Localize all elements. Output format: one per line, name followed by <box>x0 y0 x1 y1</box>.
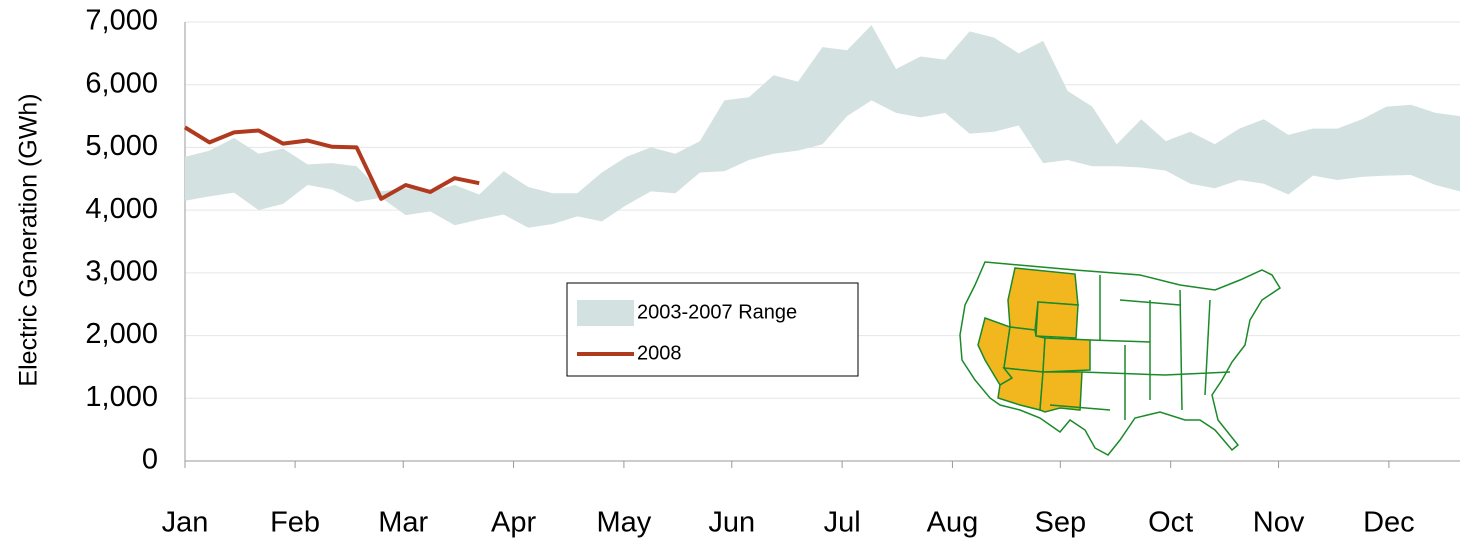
y-tick-label: 6,000 <box>85 67 158 99</box>
y-axis-title: Electric Generation (GWh) <box>15 93 43 386</box>
y-tick-label: 2,000 <box>85 318 158 350</box>
x-tick-label: Nov <box>1253 507 1305 539</box>
x-tick-label: Dec <box>1363 507 1415 539</box>
x-tick-label: Feb <box>270 507 320 539</box>
line <box>183 125 480 201</box>
x-tick-label: Jan <box>162 507 209 539</box>
legend-swatch <box>577 300 634 326</box>
x-tick-label: Mar <box>378 507 428 539</box>
y-tick-label: 0 <box>142 444 158 476</box>
x-tick-label: Aug <box>927 507 979 539</box>
y-tick-label: 7,000 <box>85 5 158 37</box>
x-tick-label: Jun <box>708 507 755 539</box>
y-tick-label: 1,000 <box>85 381 158 413</box>
legend-label: 2008 <box>637 342 682 364</box>
us-map <box>959 261 1282 456</box>
x-tick-label: Sep <box>1035 507 1087 539</box>
range-area <box>185 25 1460 228</box>
y-tick-label: 4,000 <box>85 193 158 225</box>
x-tick-label: Jul <box>824 507 861 539</box>
legend-label: 2003-2007 Range <box>637 301 797 323</box>
y-tick-label: 3,000 <box>85 256 158 288</box>
x-tick-label: May <box>596 507 651 539</box>
y-tick-label: 5,000 <box>85 130 158 162</box>
x-tick-label: Apr <box>491 507 536 539</box>
legend-box <box>566 282 859 377</box>
x-tick-label: Oct <box>1148 507 1193 539</box>
